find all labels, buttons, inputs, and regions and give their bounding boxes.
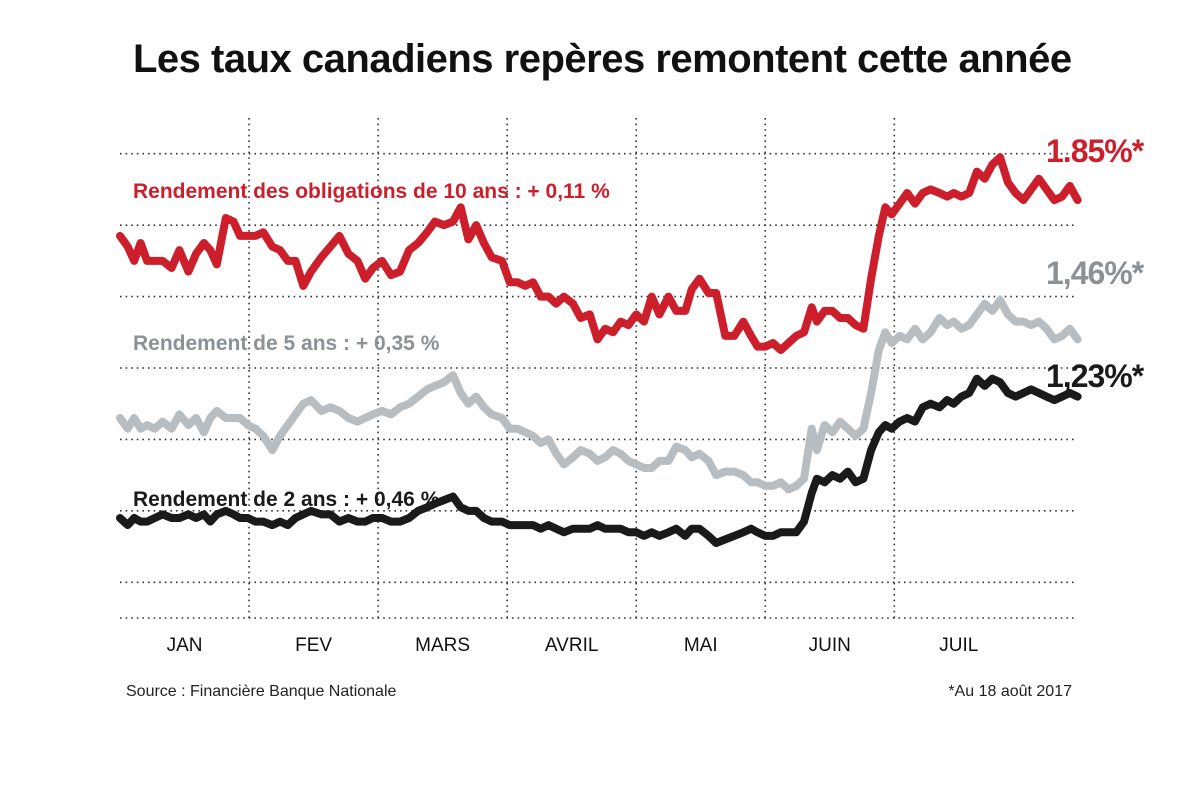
series-label-2y: Rendement de 2 ans : + 0,46 % [133,488,440,511]
series-label-5y: Rendement de 5 ans : + 0,35 % [133,332,440,355]
series-line-1 [116,296,1082,494]
series-line-2 [116,374,1082,547]
x-tick-label: AVRIL [545,635,599,656]
end-label-2y: 1,23%* [1046,358,1145,394]
series-line-0 [116,153,1082,355]
series-label-10y: Rendement des obligations de 10 ans : + … [133,180,610,203]
x-tick-label: MARS [415,635,470,656]
source-note: Source : Financière Banque Nationale [126,683,396,700]
end-label-5y: 1,46%* [1046,255,1145,291]
x-tick-label: MAI [684,635,718,656]
series-lines [116,153,1082,547]
x-tick-label: JUIL [939,635,978,656]
horizontal-grid [120,152,1075,619]
x-tick-label: FEV [295,635,332,656]
x-axis-ticks: JAN FEV MARS AVRIL MAI JUIN JUIL [167,635,979,656]
end-label-10y: 1.85%* [1046,133,1145,169]
x-tick-label: JUIN [809,635,851,656]
x-tick-label: JAN [167,635,203,656]
chart-title: Les taux canadiens repères remontent cet… [133,37,1072,81]
footnote: *Au 18 août 2017 [948,683,1072,700]
